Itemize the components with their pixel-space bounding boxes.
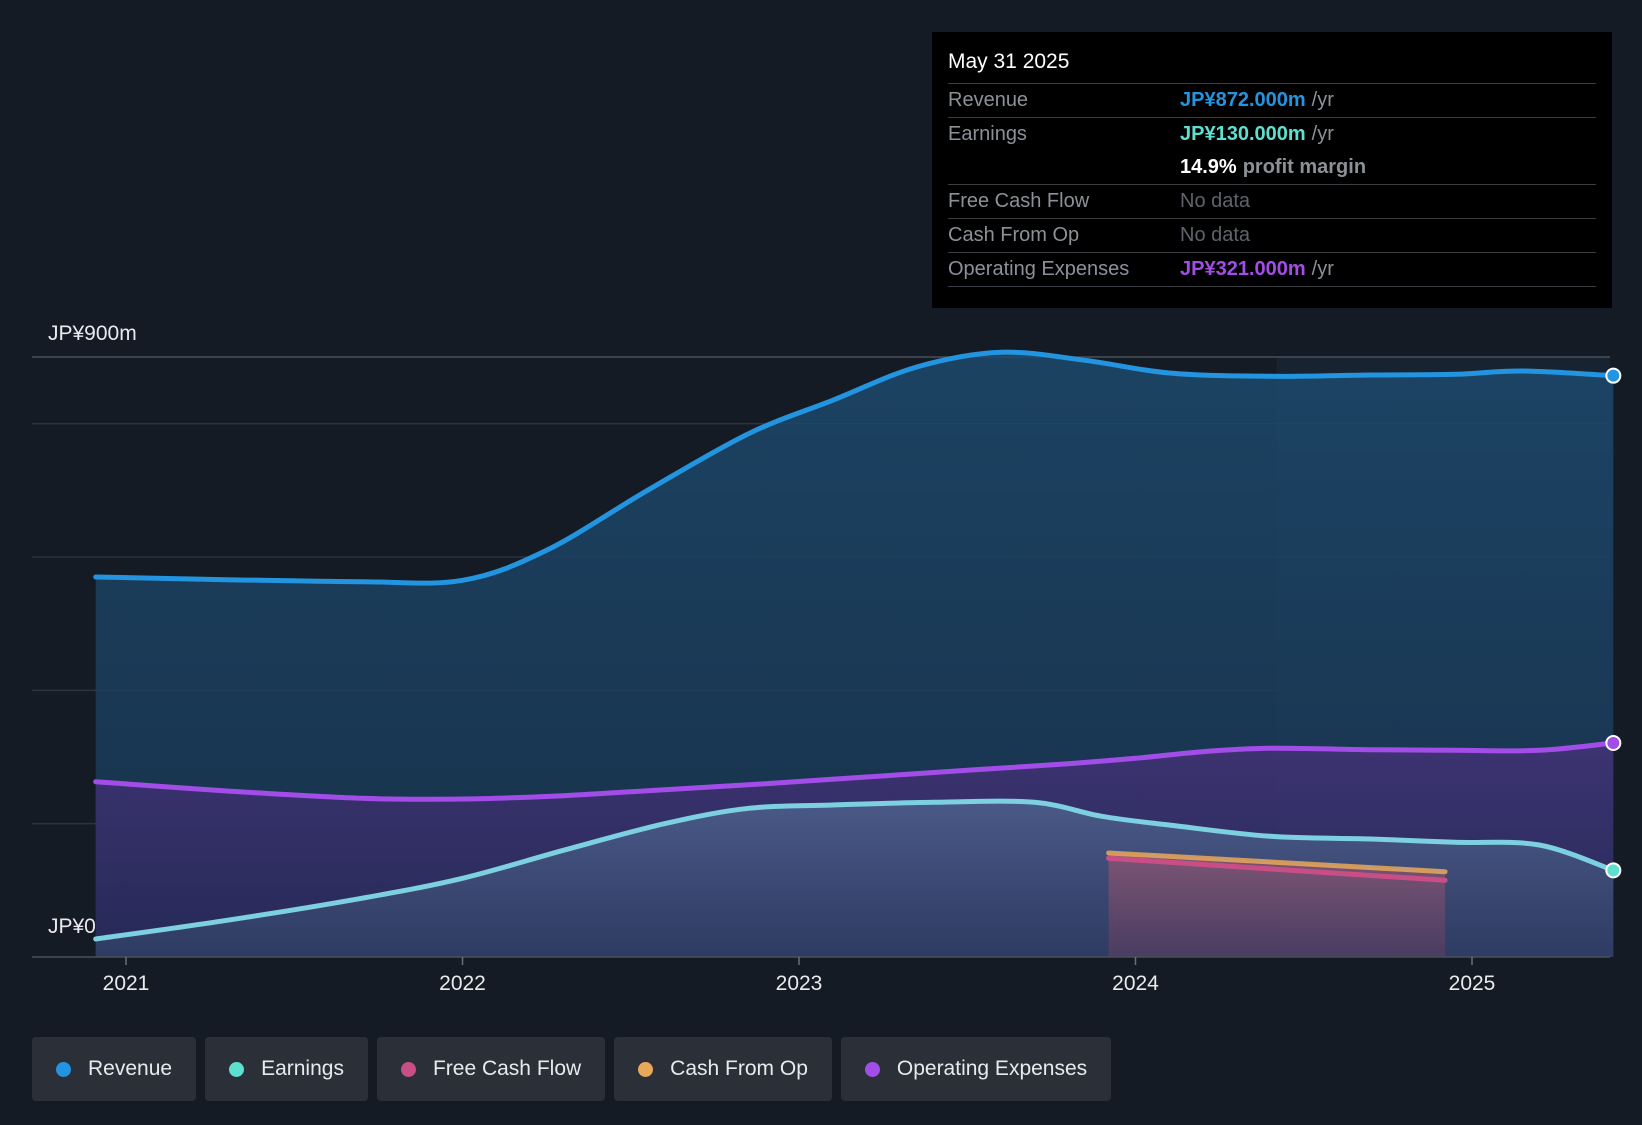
tooltip-panel: May 31 2025 Revenue JP¥872.000m /yr Earn… (932, 32, 1612, 308)
legend-dot-operating-expenses (864, 1061, 880, 1077)
legend-label-revenue: Revenue (88, 1057, 173, 1080)
tooltip-revenue-value: JP¥872.000m (1180, 89, 1306, 111)
tooltip-row-cfo: Cash From Op No data (948, 218, 1596, 252)
legend-label-cash-from-op: Cash From Op (670, 1057, 808, 1080)
x-tick-label-2024: 2024 (1112, 972, 1159, 995)
y-axis-label-zero: JP¥0 (48, 915, 96, 938)
legend-dot-revenue (56, 1061, 71, 1077)
cash-from-op-line (1106, 850, 1448, 875)
chart-legend: Revenue Earnings Free Cash Flow Cash Fro… (32, 1037, 1112, 1101)
tooltip-opex-unit: /yr (1311, 258, 1334, 280)
revenue-end-marker (1605, 367, 1622, 384)
legend-item-operating-expenses[interactable]: Operating Expenses (840, 1037, 1112, 1101)
legend-dot-cash-from-op (638, 1061, 654, 1077)
revenue-line (93, 349, 1616, 586)
tooltip-cfo-value: No data (1180, 224, 1251, 246)
tooltip-opex-label: Operating Expenses (948, 258, 1130, 280)
tooltip-earnings-unit: /yr (1311, 123, 1334, 145)
tooltip-fcf-value: No data (1180, 190, 1251, 212)
operating-expenses-end-marker (1605, 735, 1622, 751)
tooltip-revenue-label: Revenue (948, 89, 1029, 111)
tooltip-earnings-value: JP¥130.000m (1180, 123, 1306, 145)
tooltip-earnings-label: Earnings (948, 123, 1027, 145)
x-tick-label-2023: 2023 (776, 972, 823, 995)
x-tick-label-2022: 2022 (439, 972, 486, 995)
legend-item-free-cash-flow[interactable]: Free Cash Flow (376, 1037, 606, 1101)
tooltip-fcf-label: Free Cash Flow (948, 190, 1090, 212)
tooltip-revenue-unit: /yr (1311, 89, 1334, 111)
tooltip-margin-text: profit margin (1242, 156, 1367, 178)
earnings-end-marker (1605, 862, 1622, 879)
tooltip-row-margin: 14.9% profit margin (948, 151, 1596, 184)
free-cash-flow-line (1106, 855, 1448, 883)
legend-item-earnings[interactable]: Earnings (205, 1037, 368, 1101)
x-tick-label-2021: 2021 (103, 972, 150, 995)
tooltip-cfo-label: Cash From Op (948, 224, 1080, 246)
earnings-line (93, 798, 1616, 942)
tooltip-date: May 31 2025 (948, 50, 1070, 73)
legend-item-cash-from-op[interactable]: Cash From Op (614, 1037, 832, 1101)
legend-label-free-cash-flow: Free Cash Flow (432, 1057, 582, 1080)
cash-from-op-area (1108, 853, 1446, 957)
tooltip-opex-value: JP¥321.000m (1180, 258, 1306, 280)
operating-expenses-line (93, 740, 1616, 802)
tooltip-margin-value: 14.9% (1180, 156, 1237, 178)
legend-label-operating-expenses: Operating Expenses (896, 1057, 1088, 1080)
legend-label-earnings: Earnings (261, 1057, 344, 1080)
x-tick-label-2025: 2025 (1449, 972, 1496, 995)
tooltip-row-fcf: Free Cash Flow No data (948, 184, 1596, 218)
legend-item-revenue[interactable]: Revenue (32, 1037, 197, 1101)
legend-dot-earnings (229, 1061, 245, 1077)
y-axis-label-max: JP¥900m (48, 322, 137, 345)
legend-dot-free-cash-flow (400, 1061, 416, 1077)
tooltip-row-earnings: Earnings JP¥130.000m /yr (948, 117, 1596, 151)
tooltip-row-opex: Operating Expenses JP¥321.000m /yr (948, 252, 1596, 287)
tooltip-row-revenue: Revenue JP¥872.000m /yr (948, 83, 1596, 117)
